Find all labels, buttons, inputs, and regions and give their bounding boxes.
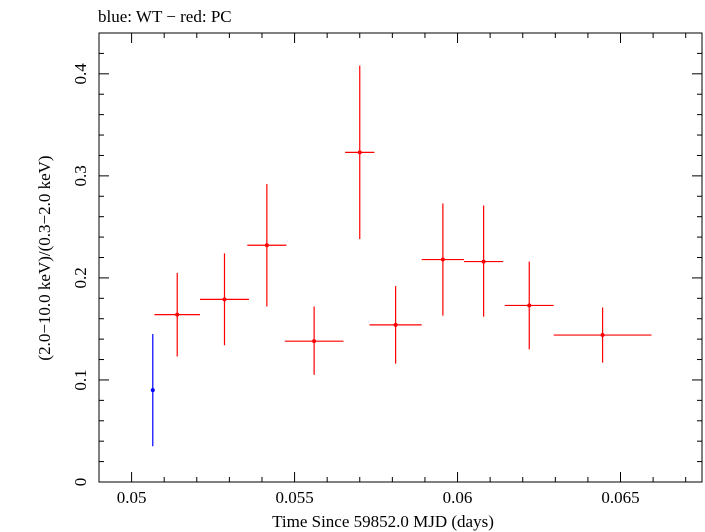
chart-title: blue: WT − red: PC (98, 7, 232, 26)
point-marker (150, 388, 155, 393)
x-tick-label: 0.055 (275, 488, 313, 507)
x-tick-label: 0.05 (117, 488, 147, 507)
point-marker (600, 333, 605, 338)
data-point-pc (247, 184, 287, 307)
y-tick-labels: 0 0.1 0.2 0.3 0.4 (71, 63, 90, 487)
data-point-pc (553, 307, 652, 363)
data-point-pc (154, 272, 201, 357)
data-point-pc (200, 253, 249, 346)
point-marker (357, 150, 362, 155)
point-marker (175, 312, 180, 317)
point-marker (440, 257, 445, 262)
y-tick-label: 0.4 (71, 63, 90, 85)
point-marker (312, 339, 317, 344)
plot-frame (98, 32, 703, 483)
data-point-pc (345, 65, 375, 240)
point-marker (527, 303, 532, 308)
point-marker (222, 297, 227, 302)
x-axis-label: Time Since 59852.0 MJD (days) (272, 512, 494, 531)
y-axis-label: (2.0−10.0 keV)/(0.3−2.0 keV) (35, 155, 54, 360)
x-tick-labels: 0.05 0.055 0.06 0.065 (117, 488, 640, 507)
data-point-pc (464, 205, 504, 317)
data-point-wt (150, 334, 155, 447)
data-point-pc (369, 286, 422, 364)
axis-ticks (98, 32, 702, 483)
point-marker (393, 322, 398, 327)
data-marks (150, 65, 652, 447)
data-point-pc (504, 261, 554, 350)
data-point-pc (284, 306, 344, 375)
point-marker (481, 259, 486, 264)
x-tick-label: 0.065 (601, 488, 639, 507)
y-tick-label: 0.3 (71, 165, 90, 186)
data-point-pc (421, 203, 465, 316)
x-tick-label: 0.06 (443, 488, 473, 507)
y-tick-label: 0 (71, 478, 90, 487)
y-tick-label: 0.2 (71, 267, 90, 288)
point-marker (264, 243, 269, 248)
y-tick-label: 0.1 (71, 369, 90, 390)
